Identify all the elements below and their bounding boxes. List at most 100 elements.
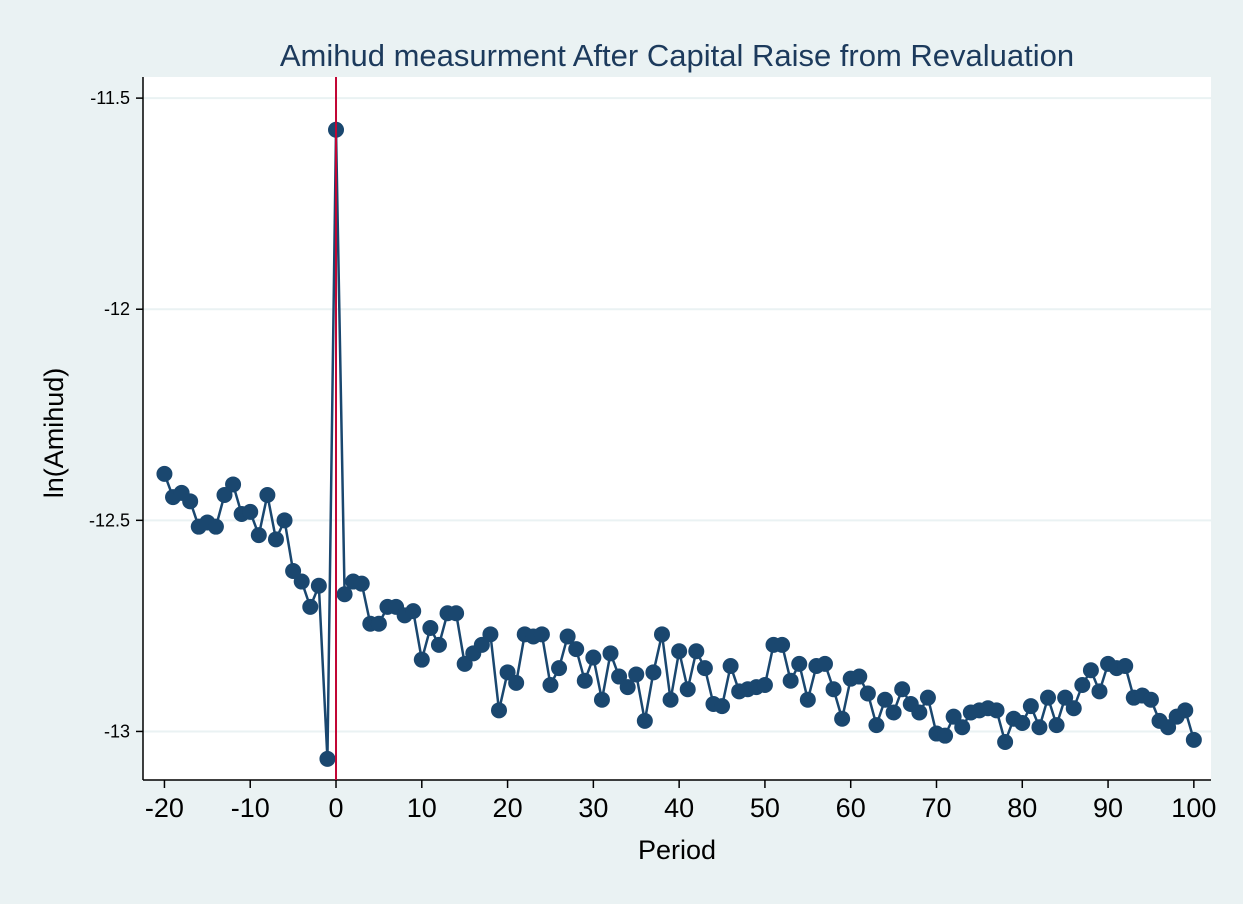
x-ticks: -20 -10 0 10 20 30 40 50 60 70 80 90 100 (145, 780, 1216, 823)
plot-area (143, 77, 1211, 780)
data-point (851, 668, 868, 685)
data-point (1048, 717, 1065, 734)
data-point (1074, 677, 1091, 693)
data-point (834, 710, 851, 727)
data-point (430, 636, 447, 653)
data-point (336, 586, 353, 603)
data-point (714, 698, 731, 715)
x-tick-label: 70 (921, 793, 951, 823)
data-point (319, 750, 336, 767)
data-point (559, 628, 576, 645)
data-point (207, 518, 224, 535)
data-point (302, 598, 319, 615)
data-point (1177, 702, 1194, 719)
data-point (1031, 719, 1048, 736)
data-point (825, 681, 842, 698)
x-tick-label: 90 (1093, 793, 1123, 823)
data-point (919, 689, 936, 706)
data-point (568, 641, 585, 658)
data-point (448, 605, 465, 622)
x-tick-label: 40 (664, 793, 694, 823)
data-point (1040, 689, 1057, 706)
y-tick-label: -13 (104, 721, 130, 741)
data-point (1185, 731, 1202, 748)
data-point (997, 734, 1014, 750)
data-point (688, 643, 705, 660)
data-point (422, 620, 439, 636)
data-point (602, 645, 619, 662)
data-point (1082, 662, 1099, 679)
data-point (1117, 658, 1134, 674)
data-point (877, 691, 894, 708)
x-tick-label: 20 (493, 793, 523, 823)
data-point (816, 655, 833, 672)
data-point (276, 512, 293, 529)
data-point (1065, 700, 1082, 717)
chart-title: Amihud measurment After Capital Raise fr… (280, 38, 1074, 73)
data-point (636, 712, 653, 729)
data-point (405, 603, 422, 620)
data-point (576, 672, 593, 689)
series-layer (156, 121, 1202, 767)
data-point (1014, 715, 1031, 731)
x-tick-label: 30 (578, 793, 608, 823)
data-point (937, 727, 954, 744)
data-point (679, 681, 696, 698)
data-point (551, 660, 568, 677)
data-point (370, 615, 387, 632)
y-ticks: -11.5 -12 -12.5 -13 (89, 88, 143, 741)
y-tick-label: -11.5 (90, 88, 130, 108)
data-point (482, 626, 499, 643)
data-point (542, 677, 559, 693)
data-point (585, 649, 602, 666)
data-point (1022, 698, 1039, 715)
data-point (799, 691, 816, 708)
x-tick-label: 100 (1171, 793, 1216, 823)
x-tick-label: -20 (145, 793, 184, 823)
data-point (413, 651, 430, 668)
data-point (250, 527, 267, 544)
data-point (782, 672, 799, 689)
data-point (259, 487, 276, 503)
data-point (491, 702, 507, 719)
x-tick-label: 0 (328, 793, 343, 823)
data-point (791, 655, 808, 672)
data-point (662, 691, 679, 708)
data-point (722, 658, 739, 674)
data-point (267, 531, 284, 548)
data-point (696, 660, 713, 677)
data-point (293, 573, 310, 590)
y-tick-label: -12 (104, 299, 130, 319)
data-point (533, 626, 550, 643)
data-point (671, 643, 688, 660)
data-point (859, 685, 876, 702)
data-point (645, 664, 662, 681)
data-point (894, 681, 911, 698)
data-point (653, 626, 670, 643)
data-point (508, 674, 525, 691)
y-axis-title: ln(Amihud) (39, 368, 69, 499)
data-point (242, 503, 259, 520)
data-point (1091, 683, 1108, 700)
data-point (756, 677, 773, 693)
x-axis-title: Period (638, 835, 716, 865)
x-tick-label: -10 (231, 793, 270, 823)
data-point (593, 691, 610, 708)
data-point (628, 666, 645, 683)
data-point (310, 577, 327, 594)
data-point (353, 575, 370, 592)
data-point (156, 465, 173, 482)
x-tick-label: 10 (407, 793, 437, 823)
gridlines (143, 97, 1211, 733)
data-point (774, 636, 791, 653)
x-tick-label: 80 (1007, 793, 1037, 823)
y-tick-label: -12.5 (89, 510, 130, 530)
data-point (911, 704, 928, 721)
data-point (225, 476, 242, 493)
data-point (619, 679, 636, 696)
data-point (868, 717, 885, 734)
data-point (885, 704, 902, 721)
data-point (182, 493, 199, 510)
x-tick-label: 60 (836, 793, 866, 823)
